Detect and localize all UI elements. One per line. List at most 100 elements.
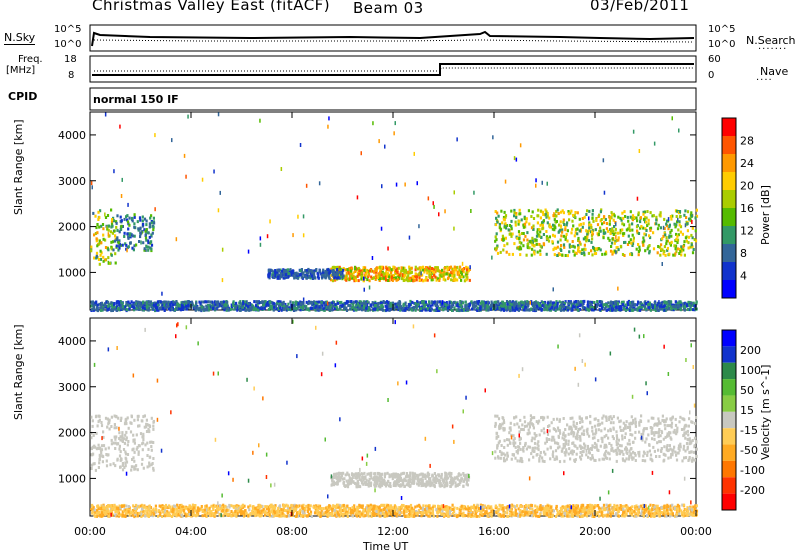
data-cell — [408, 267, 411, 271]
data-cell — [150, 249, 153, 253]
data-cell — [348, 267, 351, 271]
data-cell — [643, 232, 646, 236]
data-cell — [610, 245, 613, 248]
data-cell — [143, 414, 146, 418]
data-cell — [98, 418, 101, 422]
colorbar-tick-label: 20 — [740, 180, 754, 193]
noise-cell — [546, 181, 548, 186]
noise-cell — [269, 219, 271, 224]
data-cell — [586, 302, 590, 306]
data-cell — [504, 215, 507, 219]
data-cell — [107, 256, 110, 260]
data-cell — [99, 257, 102, 261]
data-cell — [517, 222, 520, 226]
data-cell — [532, 217, 536, 220]
data-cell — [677, 301, 680, 305]
data-cell — [662, 234, 665, 238]
data-cell — [556, 240, 560, 244]
data-cell — [509, 509, 512, 513]
data-cell — [547, 304, 550, 308]
data-cell — [348, 277, 351, 281]
data-cell — [614, 231, 617, 235]
data-cell — [430, 267, 433, 270]
data-cell — [508, 309, 511, 313]
data-cell — [390, 268, 393, 272]
data-cell — [690, 214, 694, 218]
data-cell — [127, 227, 130, 231]
data-cell — [497, 214, 500, 218]
data-cell — [394, 269, 397, 273]
data-cell — [355, 304, 358, 308]
data-cell — [495, 246, 498, 250]
data-cell — [133, 441, 136, 445]
data-cell — [142, 241, 145, 245]
data-cell — [590, 301, 593, 305]
data-cell — [588, 301, 591, 305]
data-cell — [571, 240, 574, 243]
data-cell — [322, 270, 325, 274]
y-tick-label: 4000 — [58, 129, 86, 142]
data-cell — [586, 233, 589, 237]
data-cell — [639, 301, 642, 305]
data-cell — [626, 303, 629, 306]
data-cell — [387, 305, 390, 309]
data-cell — [599, 226, 602, 230]
data-cell — [442, 308, 445, 312]
data-cell — [121, 436, 124, 440]
data-cell — [625, 512, 628, 516]
data-cell — [557, 212, 560, 215]
data-cell — [276, 268, 279, 272]
data-cell — [133, 467, 136, 471]
data-cell — [301, 303, 305, 307]
data-cell — [107, 446, 110, 450]
data-cell — [243, 306, 247, 310]
data-cell — [511, 232, 514, 236]
data-cell — [621, 222, 624, 226]
data-cell — [670, 228, 673, 232]
data-cell — [521, 305, 524, 309]
data-cell — [621, 228, 624, 232]
data-cell — [459, 300, 462, 303]
data-cell — [95, 431, 98, 435]
data-cell — [346, 277, 350, 281]
data-cell — [572, 249, 575, 253]
data-cell — [106, 225, 109, 229]
data-cell — [678, 252, 681, 255]
data-cell — [534, 303, 537, 306]
data-cell — [113, 423, 116, 426]
data-cell — [534, 308, 537, 312]
data-cell — [123, 235, 126, 238]
data-cell — [607, 229, 610, 233]
data-cell — [409, 299, 412, 303]
data-cell — [282, 307, 285, 311]
data-cell — [119, 435, 122, 439]
data-cell — [417, 301, 420, 305]
data-cell — [436, 269, 439, 273]
data-cell — [459, 308, 462, 312]
data-cell — [90, 245, 93, 249]
data-cell — [138, 300, 141, 304]
noise-cell — [327, 124, 329, 129]
data-cell — [548, 216, 551, 220]
data-cell — [495, 238, 498, 242]
data-cell — [93, 256, 96, 260]
data-cell — [623, 210, 626, 214]
data-cell — [687, 300, 690, 304]
data-cell — [436, 266, 439, 270]
noise-cell — [553, 212, 555, 217]
data-cell — [544, 208, 547, 212]
data-cell — [598, 247, 601, 251]
data-cell — [115, 426, 118, 430]
data-cell — [105, 464, 109, 468]
data-cell — [676, 247, 679, 251]
data-cell — [443, 266, 446, 270]
data-cell — [281, 304, 284, 308]
data-cell — [104, 238, 107, 242]
data-cell — [531, 243, 534, 247]
data-cell — [433, 300, 436, 304]
data-cell — [108, 427, 111, 431]
data-cell — [470, 511, 473, 515]
noise-cell — [305, 183, 308, 188]
data-cell — [206, 305, 209, 309]
